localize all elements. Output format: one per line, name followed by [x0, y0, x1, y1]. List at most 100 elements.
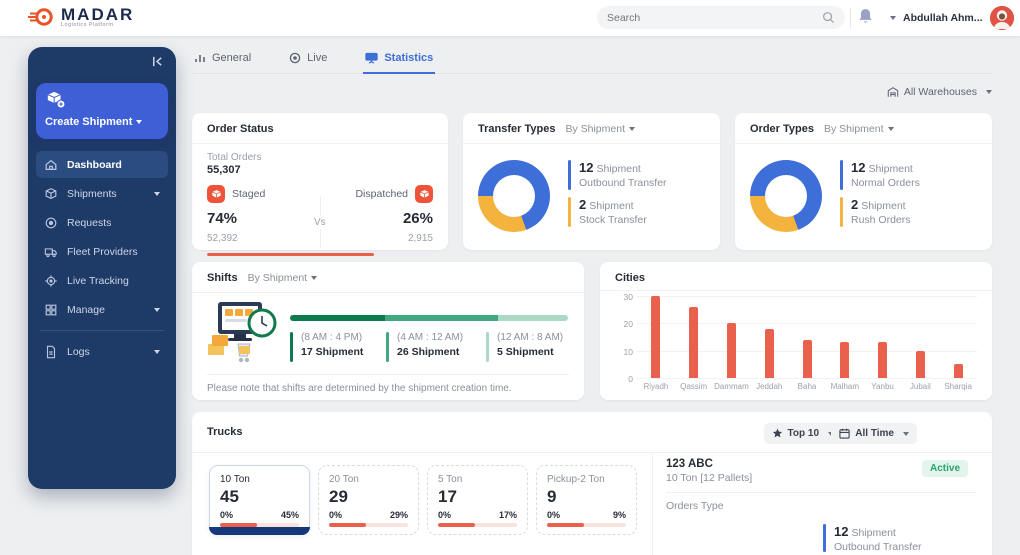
legend-count: 12 [851, 160, 866, 175]
brand-tagline: Logistics Platform [61, 21, 114, 28]
divider [652, 453, 653, 555]
truck-count: 29 [329, 487, 348, 506]
shifts-filter-dropdown[interactable]: By Shipment [248, 272, 318, 284]
legend-name: Outbound Transfer [834, 541, 922, 553]
user-name: Abdullah Ahm... [903, 12, 983, 24]
city-bar[interactable] [689, 306, 699, 378]
notifications-bell-icon[interactable] [857, 7, 874, 26]
city-bar[interactable] [764, 328, 774, 378]
view-tabs: General Live Statistics [192, 47, 992, 74]
sidebar-item-label: Live Tracking [67, 274, 129, 287]
sidebar-item-label: Fleet Providers [67, 245, 138, 258]
dispatched-label: Dispatched [355, 188, 408, 200]
shift-time: (8 AM : 4 PM) [301, 332, 363, 343]
city-bar[interactable] [878, 342, 888, 378]
time-filter-dropdown[interactable]: All Time [831, 423, 917, 444]
x-axis-label: Baha [797, 382, 817, 391]
y-axis-tick: 0 [628, 374, 633, 384]
sidebar-item-manage[interactable]: Manage [36, 296, 168, 323]
legend-item: 12 Shipment Outbound Transfer [568, 160, 667, 190]
home-icon [44, 158, 58, 172]
x-axis-label: Dammam [714, 382, 749, 391]
sidebar-item-shipments[interactable]: Shipments [36, 180, 168, 207]
chevron-down-icon [136, 120, 143, 124]
legend-tick [840, 197, 843, 227]
city-bar[interactable] [651, 296, 661, 378]
truck-name: 123 ABC [666, 458, 713, 470]
top-filter-label: Top 10 [787, 428, 819, 439]
truck-min-percent: 0% [329, 510, 343, 520]
sidebar-item-live-tracking[interactable]: Live Tracking [36, 267, 168, 294]
truck-count: 17 [438, 487, 457, 506]
sidebar-item-dashboard[interactable]: Dashboard [36, 151, 168, 178]
truck-type-card-pickup-2-ton[interactable]: Pickup-2 Ton 9 0% 9% [536, 465, 637, 535]
search-input[interactable] [607, 11, 822, 24]
tab-live[interactable]: Live [287, 47, 329, 73]
legend-name: Outbound Transfer [579, 177, 667, 189]
x-axis-label: Malham [830, 382, 860, 391]
sidebar-item-logs[interactable]: Logs [36, 338, 168, 365]
brand-logo[interactable]: MADAR Logistics Platform [28, 4, 134, 30]
order-types-title: Order Types [750, 123, 814, 135]
sidebar-item-fleet-providers[interactable]: Fleet Providers [36, 238, 168, 265]
star-icon [772, 428, 783, 439]
truck-progress-bar [220, 523, 299, 527]
total-orders-label: Total Orders [207, 152, 262, 163]
truck-min-percent: 0% [438, 510, 452, 520]
header-divider [850, 8, 851, 28]
truck-type-card-5-ton[interactable]: 5 Ton 17 0% 17% [427, 465, 528, 535]
sidebar-item-label: Manage [67, 303, 105, 316]
shift-time: (12 AM : 8 AM) [497, 332, 564, 343]
truck-type-card-20-ton[interactable]: 20 Ton 29 0% 29% [318, 465, 419, 535]
crosshair-icon [44, 274, 58, 288]
create-shipment-box-icon [45, 90, 159, 110]
status-badge: Active [921, 460, 968, 477]
dispatched-box-icon [415, 185, 433, 203]
warehouse-filter-dropdown[interactable]: All Warehouses [887, 86, 992, 98]
sidebar-collapse-icon[interactable] [151, 55, 164, 68]
legend-item: 12 Shipment Outbound Transfer [823, 524, 922, 553]
truck-type-label: Pickup-2 Ton [547, 474, 605, 485]
truck-max-percent: 45% [280, 510, 299, 520]
city-bar[interactable] [802, 339, 812, 378]
target-icon [44, 216, 58, 230]
x-axis-label: Yanbu [871, 382, 894, 391]
transfer-types-title: Transfer Types [478, 123, 556, 135]
city-bar[interactable] [840, 342, 850, 378]
shift-legend-item: (12 AM : 8 AM) 5 Shipment [486, 332, 563, 362]
truck-count: 45 [220, 487, 239, 506]
user-menu[interactable]: Abdullah Ahm... [886, 0, 1014, 36]
tab-general[interactable]: General [192, 47, 253, 73]
order-types-filter-dropdown[interactable]: By Shipment [824, 123, 894, 135]
staged-box-icon [207, 185, 225, 203]
bar-column: Riyadh [637, 296, 675, 391]
tab-statistics[interactable]: Statistics [363, 47, 436, 74]
transfer-types-filter-dropdown[interactable]: By Shipment [565, 123, 635, 135]
order-status-card: Order Status Total Orders 55,307 Vs Stag… [192, 113, 448, 256]
truck-detail-panel: 123 ABC 10 Ton [12 Pallets] Active Order… [666, 458, 976, 553]
sidebar-divider [40, 330, 164, 331]
city-bar[interactable] [953, 364, 963, 378]
shifts-title: Shifts [207, 272, 238, 284]
truck-type-card-10-ton[interactable]: 10 Ton 45 0% 45% [209, 465, 310, 535]
truck-progress-bar [438, 523, 517, 527]
city-bar[interactable] [726, 323, 736, 378]
create-shipment-button[interactable]: Create Shipment [36, 83, 168, 139]
search-icon[interactable] [822, 11, 835, 24]
avatar[interactable] [989, 6, 1014, 30]
presentation-icon [365, 52, 378, 64]
legend-name: Rush Orders [851, 214, 911, 226]
sidebar-item-requests[interactable]: Requests [36, 209, 168, 236]
gridline [637, 378, 977, 379]
live-dot-icon [289, 52, 301, 64]
legend-unit: Shipment [861, 200, 906, 212]
city-bar[interactable] [915, 350, 925, 378]
x-axis-label: Sharqia [944, 382, 972, 391]
top-filter-dropdown[interactable]: Top 10 [763, 423, 842, 444]
tab-statistics-label: Statistics [384, 51, 434, 64]
staged-count: 52,392 [207, 233, 238, 244]
legend-name: Normal Orders [851, 177, 920, 189]
truck-min-percent: 0% [547, 510, 561, 520]
search-bar[interactable] [597, 6, 845, 29]
